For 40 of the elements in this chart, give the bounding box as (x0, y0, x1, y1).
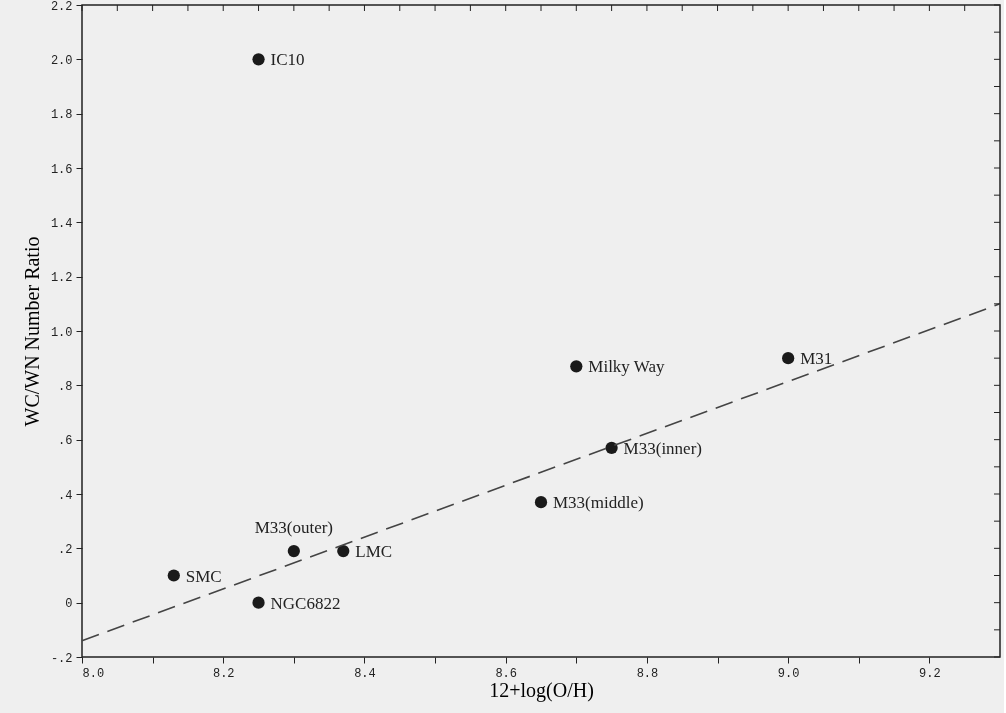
y-tick-label: .2 (58, 542, 73, 557)
y-tick-label: 2.0 (50, 53, 73, 68)
point (252, 53, 265, 66)
x-tick-label: 9.2 (919, 666, 941, 681)
y-tick-label: 1.6 (50, 162, 73, 177)
y-tick-label: 1.2 (50, 271, 73, 286)
y-axis-title: WC/WN Number Ratio (20, 236, 43, 427)
x-tick-label: 8.4 (354, 666, 376, 681)
y-tick-label: .4 (58, 488, 73, 503)
point (534, 496, 548, 509)
point (782, 352, 795, 365)
y-tick-label: 0 (65, 597, 73, 612)
annotation: NGC6822 (270, 593, 341, 613)
y-tick-label: 2.2 (50, 0, 73, 14)
x-tick-label: 8.0 (82, 666, 105, 681)
x-axis-title: 12+log(O/H) (489, 678, 594, 702)
annotation: IC10 (270, 50, 305, 70)
point (605, 441, 618, 454)
point (337, 544, 350, 558)
y-tick-label: 1.8 (50, 108, 73, 123)
annotation: SMC (185, 566, 222, 586)
point (570, 360, 583, 373)
x-tick-label: 8.2 (212, 666, 235, 681)
y-tick-label: -.2 (50, 651, 73, 666)
annotation: M33(inner) (623, 438, 702, 458)
annotation: M33(outer) (254, 518, 334, 538)
annotation: M33(middle) (553, 493, 644, 513)
annotation: LMC (355, 542, 393, 562)
point (287, 544, 300, 558)
x-tick-label: 9.0 (777, 666, 800, 681)
point (252, 596, 265, 609)
y-tick-label: .6 (58, 434, 73, 449)
y-tick-label: 1.0 (50, 325, 73, 340)
y-tick-label: 1.4 (50, 216, 73, 231)
point (167, 569, 180, 582)
x-tick-label: 8.6 (495, 666, 517, 681)
annotation: Milky Way (588, 357, 666, 377)
x-tick-label: 8.8 (636, 666, 659, 681)
annotation: M31 (800, 349, 833, 369)
y-tick-label: .8 (58, 379, 73, 394)
